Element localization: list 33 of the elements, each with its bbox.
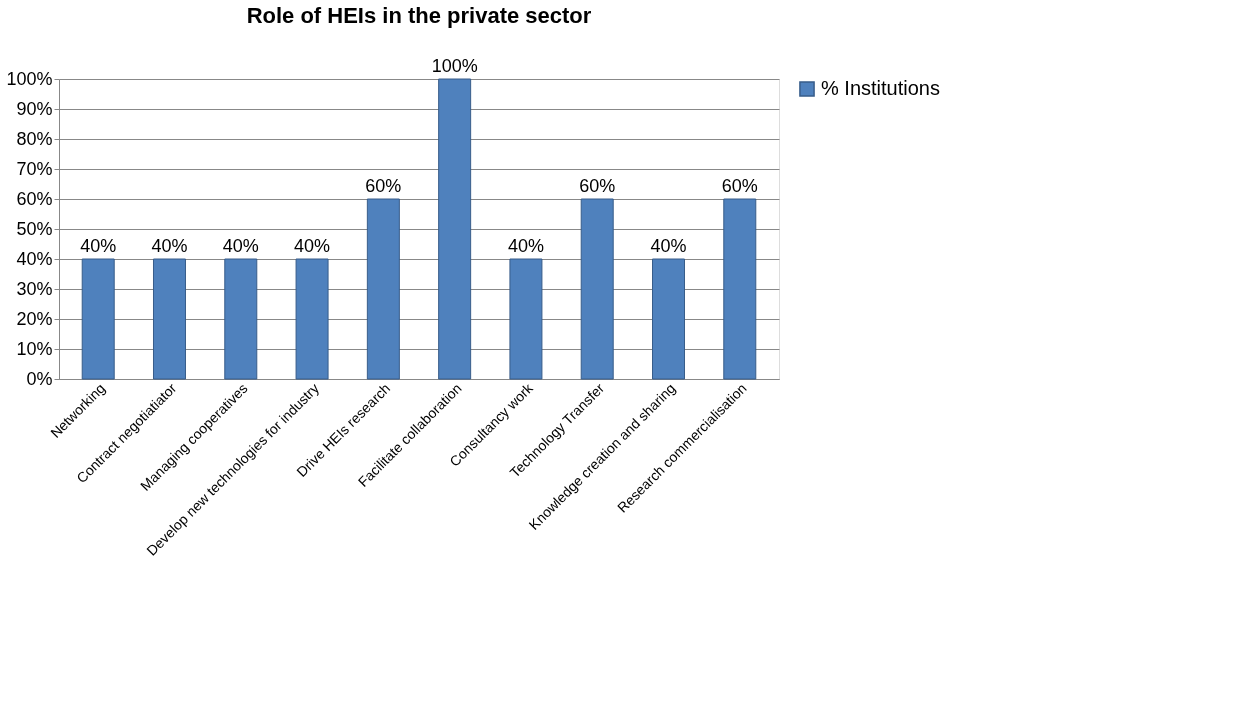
data-label: 40% <box>151 236 188 256</box>
bar <box>224 258 258 380</box>
bar <box>295 258 329 380</box>
y-tick-label: 10% <box>16 338 53 359</box>
y-tick-label: 20% <box>16 308 53 329</box>
data-label: 60% <box>365 176 402 196</box>
bar <box>509 258 543 380</box>
data-label: 60% <box>721 176 758 196</box>
bar <box>723 198 757 380</box>
bar <box>366 198 400 380</box>
y-tick-label: 100% <box>6 68 53 89</box>
data-label: 40% <box>222 236 259 256</box>
data-label: 40% <box>650 236 687 256</box>
bar <box>81 258 115 380</box>
bar <box>580 198 614 380</box>
data-label: 60% <box>579 176 616 196</box>
y-tick-label: 80% <box>16 128 53 149</box>
y-tick-label: 50% <box>16 218 53 239</box>
legend-label: % Institutions <box>821 77 940 99</box>
data-label: 100% <box>431 56 478 76</box>
bar <box>438 78 472 380</box>
data-label: 40% <box>507 236 544 256</box>
y-tick-label: 30% <box>16 278 53 299</box>
data-label: 40% <box>294 236 331 256</box>
y-tick-label: 40% <box>16 248 53 269</box>
chart-title: Role of HEIs in the private sector <box>246 3 592 28</box>
data-label: 40% <box>80 236 117 256</box>
y-tick-label: 70% <box>16 158 53 179</box>
y-tick-label: 0% <box>26 368 53 389</box>
y-tick-label: 60% <box>16 188 53 209</box>
bar <box>153 258 186 380</box>
bar <box>652 258 685 380</box>
y-tick-label: 90% <box>16 98 53 119</box>
